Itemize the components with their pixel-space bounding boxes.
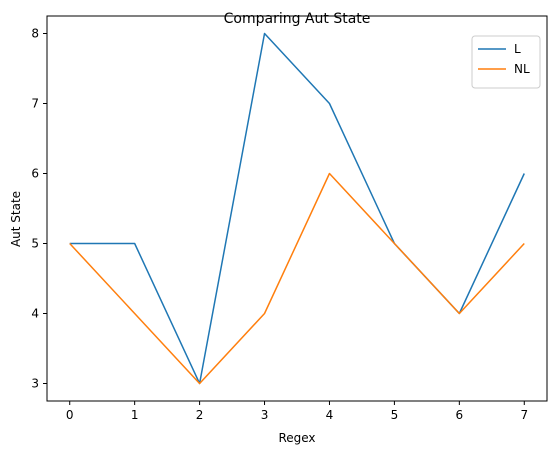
legend: L NL (471, 35, 541, 89)
y-tick-label: 6 (31, 167, 39, 181)
y-tick-label: 5 (31, 237, 39, 251)
y-tick-label: 7 (31, 97, 39, 111)
x-tick-label: 1 (131, 408, 139, 422)
y-tick-label: 8 (31, 27, 39, 41)
x-tick-label: 2 (196, 408, 204, 422)
series-line-l (69, 32, 525, 385)
y-tick-label: 4 (31, 307, 39, 321)
legend-box (471, 35, 541, 89)
legend-label-l: L (514, 42, 521, 56)
plot-area (69, 32, 525, 385)
y-axis-label: Aut State (9, 191, 23, 247)
chart-title: Comparing Aut State (224, 11, 371, 27)
series-line-nl (69, 172, 525, 385)
legend-label-nl: NL (514, 62, 530, 76)
y-tick-label: 3 (31, 377, 39, 391)
x-tick-label: 5 (391, 408, 399, 422)
x-tick-label: 4 (326, 408, 334, 422)
x-axis-label: Regex (278, 431, 315, 445)
x-tick-label: 3 (261, 408, 269, 422)
x-tick-label: 7 (520, 408, 528, 422)
axes-frame (46, 15, 548, 402)
x-tick-label: 0 (66, 408, 74, 422)
y-axis: 3 4 5 6 7 8 (31, 27, 47, 391)
x-tick-label: 6 (456, 408, 464, 422)
x-axis: 0 1 2 3 4 5 6 7 (66, 401, 528, 422)
